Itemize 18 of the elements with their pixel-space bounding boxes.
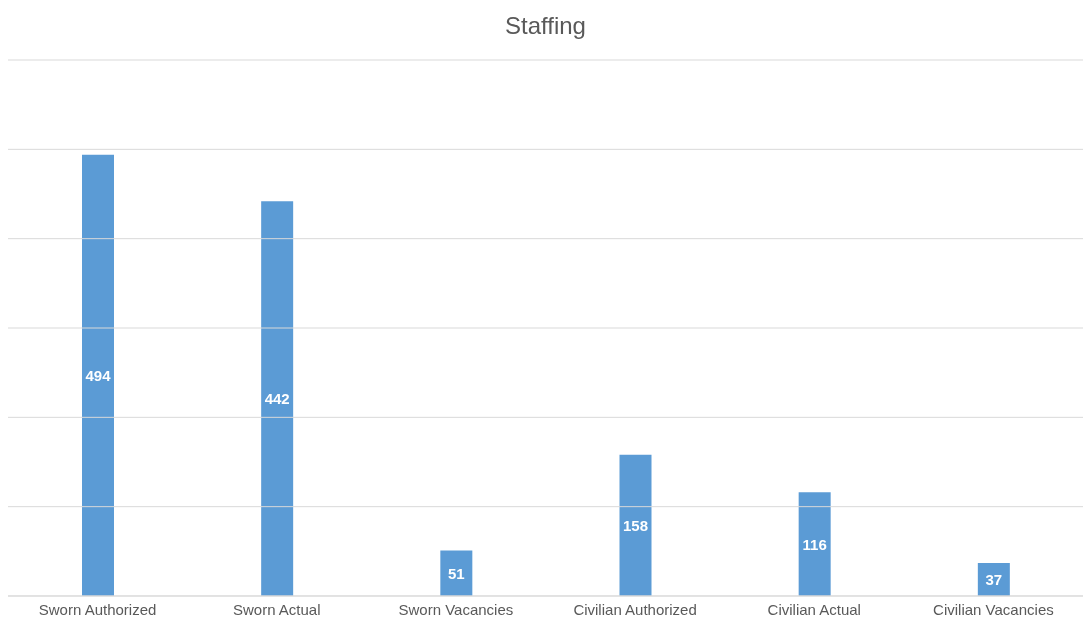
x-tick-label: Sworn Authorized bbox=[38, 600, 157, 618]
x-tick-label: Civilian Vacancies bbox=[933, 600, 1054, 618]
data-label: 116 bbox=[802, 535, 827, 553]
x-tick-label: Civilian Actual bbox=[767, 600, 861, 618]
bar bbox=[440, 550, 473, 596]
x-tick-label: Civilian Authorized bbox=[573, 600, 697, 618]
bar bbox=[261, 201, 294, 596]
bar bbox=[798, 492, 831, 596]
data-label: 37 bbox=[985, 570, 1003, 588]
chart-title: Staffing bbox=[504, 11, 587, 41]
data-label: 442 bbox=[264, 389, 290, 407]
data-label: 51 bbox=[447, 564, 465, 582]
bar bbox=[82, 154, 114, 596]
bar bbox=[619, 454, 652, 596]
x-tick-label: Sworn Actual bbox=[232, 600, 321, 618]
data-label: 494 bbox=[85, 366, 112, 384]
x-tick-label: Sworn Vacancies bbox=[398, 600, 514, 618]
data-label: 158 bbox=[622, 516, 649, 534]
